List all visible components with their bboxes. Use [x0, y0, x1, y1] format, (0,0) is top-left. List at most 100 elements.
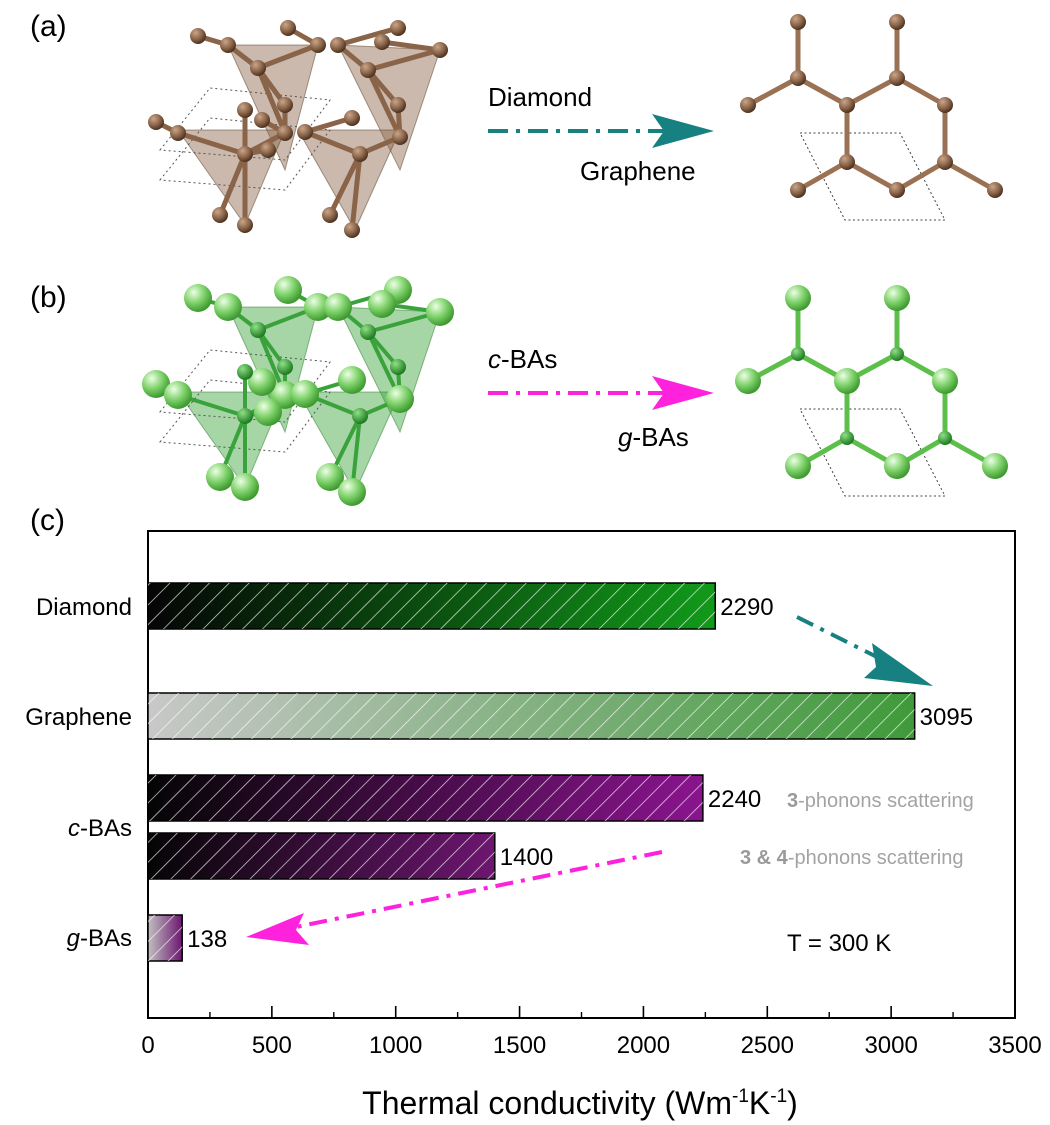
atom	[839, 97, 855, 113]
atom	[316, 463, 344, 491]
atom	[297, 124, 313, 140]
cbas-structure-illustration	[142, 276, 454, 506]
bar-value-label-1: 3095	[920, 704, 973, 731]
atom	[352, 146, 368, 162]
diamond-to-graphene-arrow	[488, 114, 714, 148]
cbas-arrow-label: c-BAs	[488, 344, 557, 374]
bar-hatch-3	[148, 833, 495, 879]
atom	[291, 380, 319, 408]
gbas-structure-illustration	[735, 285, 1008, 497]
x-tick-label-3500: 3500	[988, 1032, 1041, 1059]
category-label-gbas: g-BAs	[67, 925, 132, 952]
atom	[834, 368, 860, 394]
atom	[220, 37, 236, 53]
category-label-graphene: Graphene	[25, 704, 132, 731]
atom	[277, 359, 293, 375]
atom	[839, 154, 855, 170]
atom	[889, 70, 905, 86]
diamond-structure-illustration	[148, 20, 448, 238]
atom	[344, 222, 360, 238]
atom	[237, 217, 253, 233]
atom	[735, 368, 761, 394]
atom	[785, 285, 811, 311]
atom	[237, 146, 253, 162]
atom	[352, 408, 368, 424]
atom	[237, 408, 253, 424]
atom	[237, 364, 253, 380]
atom	[426, 298, 454, 326]
atom	[390, 359, 406, 375]
bar-hatch-4	[148, 915, 183, 961]
atom	[322, 207, 338, 223]
atom	[390, 97, 406, 113]
atom	[184, 284, 212, 312]
bar-value-label-2: 2240	[708, 786, 761, 813]
atom	[785, 453, 811, 479]
cbas-gbas-trend-arrow	[246, 850, 663, 945]
x-tick-label-0: 0	[141, 1032, 154, 1059]
atom	[987, 182, 1003, 198]
atom	[250, 60, 266, 76]
x-tick-label-3000: 3000	[864, 1032, 917, 1059]
atom	[277, 97, 293, 113]
annotation-34-phonon: 3 & 4-phonons scattering	[740, 847, 963, 869]
diamond-graphene-trend-arrow	[796, 615, 933, 686]
atom	[374, 34, 390, 50]
atom	[142, 370, 170, 398]
atom	[248, 368, 276, 396]
atom	[392, 129, 408, 145]
atom	[338, 478, 366, 506]
category-label-diamond: Diamond	[36, 594, 132, 621]
atom	[791, 347, 805, 361]
atom	[982, 453, 1008, 479]
bar-hatch-1	[148, 693, 915, 739]
atom	[250, 322, 266, 338]
atom	[889, 182, 905, 198]
atom	[937, 97, 953, 113]
bar-hatch-2	[148, 775, 703, 821]
x-tick-label-1500: 1500	[493, 1032, 546, 1059]
bar-chart: 2290 3095 2240 1400 138 0 500 1000 1500 2000 2500…	[25, 530, 1042, 1121]
atom	[884, 453, 910, 479]
x-axis-ticks: 0 500 1000 1500 2000 2500 3000 3500	[141, 1006, 1042, 1059]
atom	[271, 381, 299, 409]
x-tick-label-1000: 1000	[369, 1032, 422, 1059]
atom	[237, 102, 253, 118]
graphene-arrow-label: Graphene	[580, 156, 696, 186]
atom	[386, 385, 414, 413]
panel-c-label: (c)	[30, 504, 65, 537]
atom	[254, 112, 270, 128]
atom	[740, 97, 756, 113]
atom	[932, 368, 958, 394]
atom	[212, 207, 228, 223]
atom	[790, 182, 806, 198]
atom	[277, 125, 293, 141]
atom	[330, 37, 346, 53]
atom	[884, 285, 910, 311]
atom	[790, 70, 806, 86]
atom	[280, 20, 296, 36]
atom	[324, 293, 352, 321]
temperature-label: T = 300 K	[787, 930, 891, 957]
atom	[360, 62, 376, 78]
x-axis-label: Thermal conductivity (Wm-1K-1)	[362, 1085, 798, 1121]
atom	[937, 154, 953, 170]
x-tick-label-2500: 2500	[741, 1032, 794, 1059]
atom	[214, 293, 242, 321]
atom	[164, 381, 192, 409]
annotation-3-phonon: 3-phonons scattering	[787, 790, 974, 812]
atom	[889, 14, 905, 30]
panel-b-label: (b)	[30, 281, 67, 314]
atom	[148, 114, 164, 130]
panel-a-label: (a)	[30, 10, 67, 43]
atom	[390, 20, 406, 36]
atom	[304, 293, 332, 321]
x-tick-label-2000: 2000	[617, 1032, 670, 1059]
x-tick-label-500: 500	[252, 1032, 292, 1059]
atom	[344, 110, 360, 126]
bar-value-label-4: 138	[187, 926, 227, 953]
category-label-cbas: c-BAs	[68, 815, 132, 842]
atom	[368, 290, 396, 318]
bar-value-label-0: 2290	[720, 594, 773, 621]
